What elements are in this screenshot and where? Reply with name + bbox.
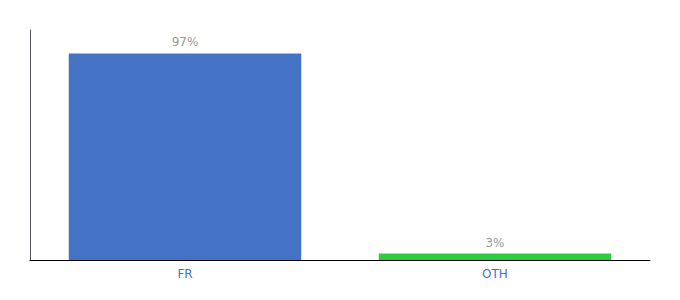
svg-text:97%: 97% bbox=[172, 35, 199, 49]
svg-text:FR: FR bbox=[177, 267, 192, 281]
svg-text:OTH: OTH bbox=[482, 267, 508, 281]
svg-text:3%: 3% bbox=[485, 236, 504, 250]
